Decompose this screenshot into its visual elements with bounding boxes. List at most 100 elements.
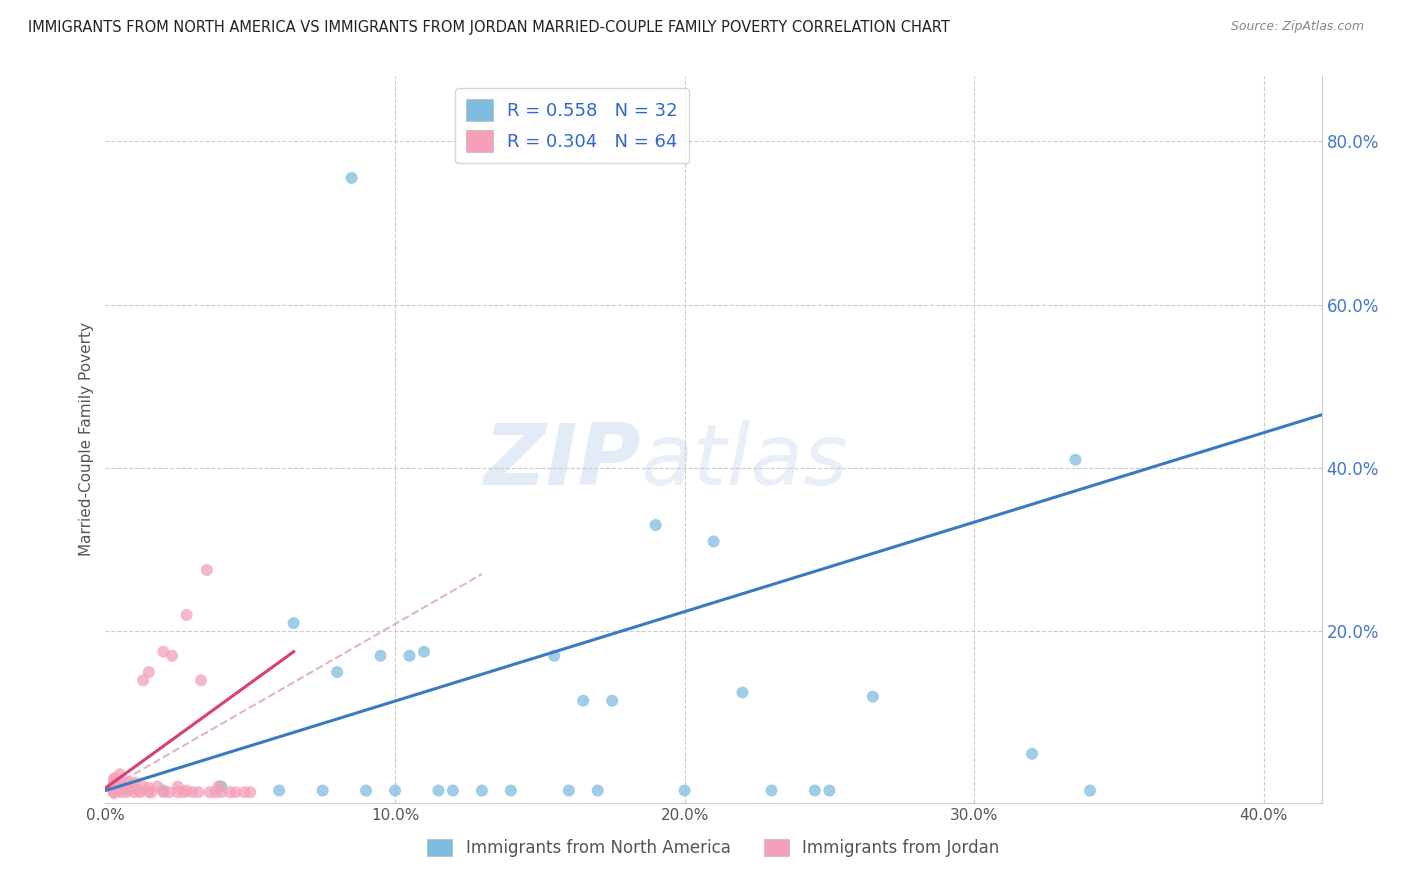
Point xyxy=(413,645,436,659)
Point xyxy=(1064,452,1087,467)
Point xyxy=(181,785,204,799)
Point xyxy=(114,785,136,799)
Point xyxy=(198,785,221,799)
Point xyxy=(103,785,125,799)
Point xyxy=(117,780,139,794)
Point xyxy=(152,645,174,659)
Point xyxy=(572,694,595,708)
Point xyxy=(103,785,125,799)
Point xyxy=(370,648,392,663)
Point xyxy=(103,785,125,799)
Point xyxy=(146,780,169,794)
Point xyxy=(103,782,125,797)
Point xyxy=(326,665,349,679)
Point xyxy=(108,780,131,794)
Point xyxy=(103,772,125,787)
Point xyxy=(225,785,247,799)
Point xyxy=(176,783,198,797)
Point xyxy=(209,780,232,794)
Point xyxy=(207,780,229,794)
Point xyxy=(354,783,377,797)
Point xyxy=(152,785,174,799)
Point xyxy=(311,783,333,797)
Text: atlas: atlas xyxy=(641,419,849,502)
Y-axis label: Married-Couple Family Poverty: Married-Couple Family Poverty xyxy=(79,322,94,557)
Point xyxy=(108,781,131,796)
Point xyxy=(103,785,125,799)
Point xyxy=(108,767,131,781)
Point xyxy=(103,785,125,799)
Point xyxy=(103,785,125,799)
Point xyxy=(471,783,494,797)
Point xyxy=(103,780,125,794)
Point xyxy=(233,785,256,799)
Point xyxy=(152,783,174,797)
Point xyxy=(108,783,131,797)
Point xyxy=(384,783,406,797)
Point xyxy=(124,781,146,796)
Point xyxy=(103,785,125,799)
Point xyxy=(103,772,125,786)
Point xyxy=(160,648,183,663)
Point xyxy=(138,665,160,679)
Point xyxy=(132,673,155,688)
Point xyxy=(117,783,139,797)
Point xyxy=(141,785,163,799)
Point xyxy=(702,534,725,549)
Point xyxy=(138,785,160,799)
Point xyxy=(103,775,125,789)
Point xyxy=(138,781,160,796)
Point xyxy=(103,785,125,799)
Point xyxy=(103,785,125,799)
Point xyxy=(427,783,450,797)
Point xyxy=(269,783,291,797)
Point xyxy=(761,783,783,797)
Point xyxy=(731,685,754,699)
Point xyxy=(219,785,242,799)
Point xyxy=(103,781,125,796)
Point xyxy=(103,777,125,791)
Point xyxy=(804,783,827,797)
Point xyxy=(441,783,464,797)
Text: IMMIGRANTS FROM NORTH AMERICA VS IMMIGRANTS FROM JORDAN MARRIED-COUPLE FAMILY PO: IMMIGRANTS FROM NORTH AMERICA VS IMMIGRA… xyxy=(28,20,950,35)
Point xyxy=(103,775,125,789)
Text: Source: ZipAtlas.com: Source: ZipAtlas.com xyxy=(1230,20,1364,33)
Point xyxy=(173,785,195,799)
Point xyxy=(176,607,198,622)
Point xyxy=(108,775,131,789)
Point xyxy=(862,690,884,704)
Legend: Immigrants from North America, Immigrants from Jordan: Immigrants from North America, Immigrant… xyxy=(420,832,1007,863)
Point xyxy=(108,785,131,799)
Point xyxy=(600,694,623,708)
Point xyxy=(209,785,232,799)
Point xyxy=(124,785,146,799)
Point xyxy=(818,783,841,797)
Point xyxy=(543,648,565,663)
Point xyxy=(108,778,131,792)
Point xyxy=(103,785,125,799)
Point xyxy=(398,648,420,663)
Point xyxy=(204,785,226,799)
Point xyxy=(124,775,146,789)
Point xyxy=(499,783,522,797)
Point xyxy=(1021,747,1043,761)
Point xyxy=(1078,783,1101,797)
Point xyxy=(195,563,218,577)
Point xyxy=(644,518,666,533)
Point xyxy=(157,785,180,799)
Point xyxy=(187,785,209,799)
Point xyxy=(673,783,696,797)
Point xyxy=(283,616,305,631)
Point xyxy=(166,785,188,799)
Point xyxy=(129,785,152,799)
Text: ZIP: ZIP xyxy=(482,419,641,502)
Point xyxy=(166,780,188,794)
Point xyxy=(117,775,139,789)
Point xyxy=(103,785,125,799)
Point xyxy=(103,780,125,794)
Point xyxy=(190,673,212,688)
Point xyxy=(558,783,581,797)
Point xyxy=(586,783,609,797)
Point xyxy=(129,783,152,797)
Point xyxy=(132,780,155,794)
